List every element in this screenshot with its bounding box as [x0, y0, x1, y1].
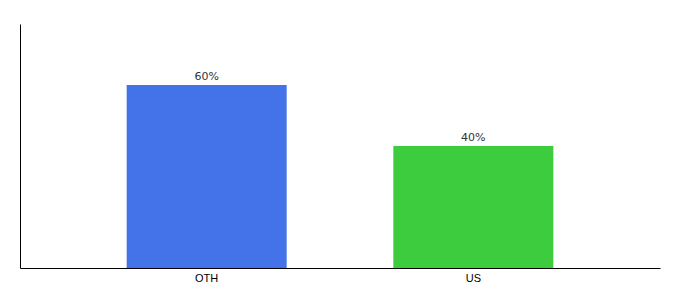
bar — [393, 146, 553, 268]
chart: OTH US 60% 40% — [0, 0, 680, 300]
bars — [127, 85, 554, 268]
y-axis — [20, 25, 21, 269]
data-label: 40% — [461, 131, 485, 144]
x-axis: OTH US — [21, 269, 661, 284]
x-axis-line — [21, 268, 661, 269]
data-label: 60% — [194, 70, 218, 83]
x-tick: OTH — [195, 272, 218, 284]
y-axis-line — [20, 25, 21, 269]
bar — [127, 85, 287, 268]
x-tick-label: OTH — [195, 272, 218, 284]
plot: OTH US 60% 40% — [21, 25, 661, 284]
x-tick-label: US — [466, 272, 481, 284]
x-tick: US — [466, 272, 481, 284]
data-labels: 60% 40% — [194, 70, 485, 144]
